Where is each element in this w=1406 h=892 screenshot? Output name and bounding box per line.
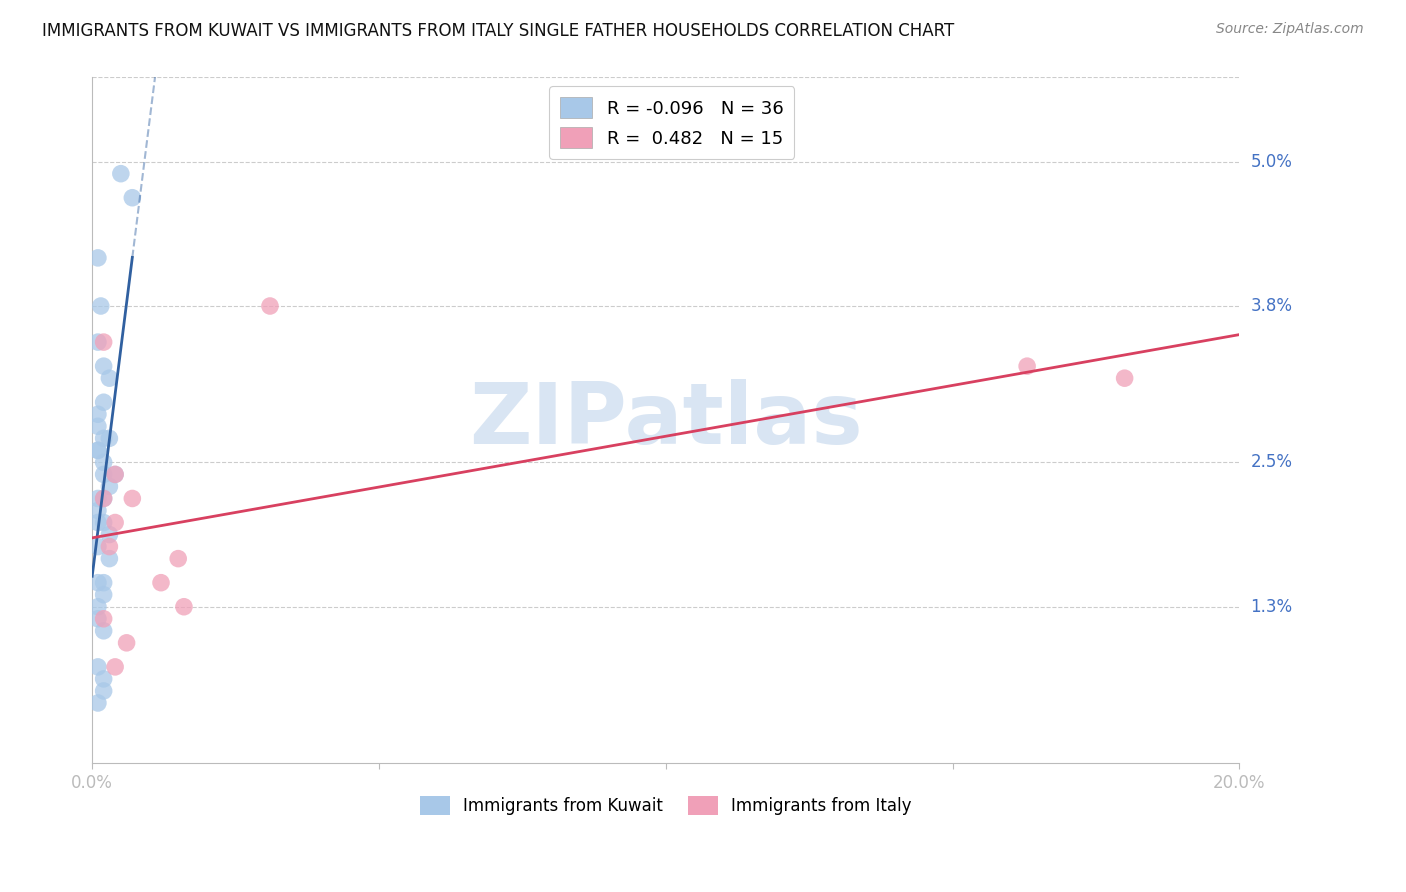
Point — [93, 624, 115, 638]
Point — [87, 660, 110, 674]
Point — [93, 516, 115, 530]
Point — [1114, 371, 1136, 385]
Point — [93, 395, 115, 409]
Point — [98, 540, 121, 554]
Point — [87, 443, 110, 458]
Point — [104, 467, 127, 482]
Point — [98, 371, 121, 385]
Point — [87, 491, 110, 506]
Point — [150, 575, 173, 590]
Point — [98, 479, 121, 493]
Point — [115, 636, 138, 650]
Point — [93, 684, 115, 698]
Point — [98, 527, 121, 541]
Point — [87, 516, 110, 530]
Point — [98, 431, 121, 445]
Point — [93, 491, 115, 506]
Point — [121, 191, 143, 205]
Point — [110, 167, 132, 181]
Point — [87, 503, 110, 517]
Point — [90, 299, 112, 313]
Point — [87, 696, 110, 710]
Point — [121, 491, 143, 506]
Point — [93, 491, 115, 506]
Point — [104, 516, 127, 530]
Point — [93, 575, 115, 590]
Point — [93, 467, 115, 482]
Point — [87, 612, 110, 626]
Point — [93, 612, 115, 626]
Point — [87, 419, 110, 434]
Point — [93, 455, 115, 469]
Text: ZIPatlas: ZIPatlas — [468, 379, 863, 462]
Text: Source: ZipAtlas.com: Source: ZipAtlas.com — [1216, 22, 1364, 37]
Point — [98, 551, 121, 566]
Point — [93, 588, 115, 602]
Point — [93, 672, 115, 686]
Legend: Immigrants from Kuwait, Immigrants from Italy: Immigrants from Kuwait, Immigrants from … — [412, 788, 920, 823]
Point — [104, 660, 127, 674]
Text: 3.8%: 3.8% — [1250, 297, 1292, 315]
Point — [259, 299, 281, 313]
Text: IMMIGRANTS FROM KUWAIT VS IMMIGRANTS FROM ITALY SINGLE FATHER HOUSEHOLDS CORRELA: IMMIGRANTS FROM KUWAIT VS IMMIGRANTS FRO… — [42, 22, 955, 40]
Point — [87, 540, 110, 554]
Point — [87, 575, 110, 590]
Point — [1017, 359, 1039, 373]
Text: 2.5%: 2.5% — [1250, 453, 1292, 471]
Point — [173, 599, 195, 614]
Point — [93, 359, 115, 373]
Point — [87, 407, 110, 421]
Point — [104, 467, 127, 482]
Point — [87, 599, 110, 614]
Point — [167, 551, 190, 566]
Text: 1.3%: 1.3% — [1250, 598, 1292, 615]
Point — [87, 443, 110, 458]
Point — [87, 335, 110, 350]
Point — [87, 251, 110, 265]
Point — [93, 431, 115, 445]
Point — [93, 335, 115, 350]
Text: 5.0%: 5.0% — [1250, 153, 1292, 170]
